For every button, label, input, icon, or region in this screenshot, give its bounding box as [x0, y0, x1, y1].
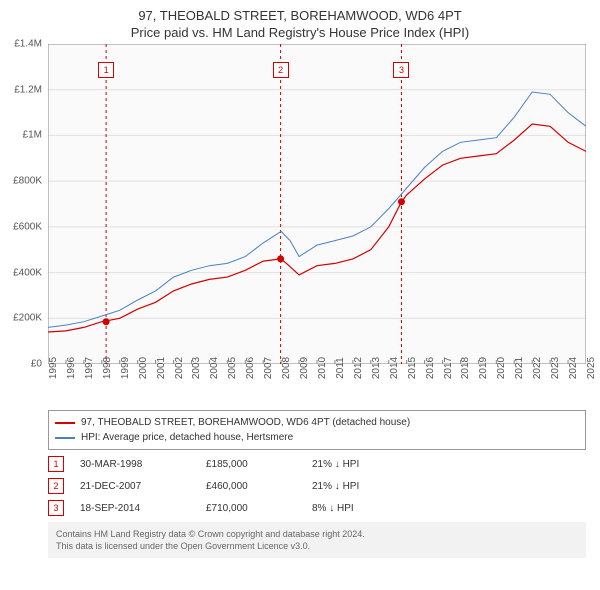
- event-price: £710,000: [206, 503, 296, 514]
- y-tick-label: £1.4M: [14, 39, 42, 50]
- x-tick-label: 2015: [407, 357, 418, 379]
- x-tick-label: 2018: [460, 357, 471, 379]
- x-tick-label: 2017: [443, 357, 454, 379]
- event-row: 3 18-SEP-2014 £710,000 8% ↓ HPI: [48, 500, 586, 516]
- attribution-line1: Contains HM Land Registry data © Crown c…: [56, 528, 578, 540]
- sale-marker-label: 1: [98, 62, 114, 78]
- title-sub: Price paid vs. HM Land Registry's House …: [0, 25, 600, 40]
- event-price: £185,000: [206, 459, 296, 470]
- x-tick-label: 1996: [66, 357, 77, 379]
- event-date: 18-SEP-2014: [80, 503, 190, 514]
- event-row: 1 30-MAR-1998 £185,000 21% ↓ HPI: [48, 456, 586, 472]
- x-tick-label: 2003: [191, 357, 202, 379]
- x-tick-label: 2023: [550, 357, 561, 379]
- event-price: £460,000: [206, 481, 296, 492]
- x-tick-label: 2010: [317, 357, 328, 379]
- y-tick-label: £800K: [13, 176, 42, 187]
- x-tick-label: 2013: [371, 357, 382, 379]
- x-tick-label: 2025: [586, 357, 597, 379]
- x-tick-label: 2011: [335, 357, 346, 379]
- chart-svg: [48, 44, 586, 364]
- x-tick-label: 1997: [84, 357, 95, 379]
- x-tick-label: 2021: [514, 357, 525, 379]
- x-tick-label: 2006: [245, 357, 256, 379]
- y-tick-label: £1.2M: [14, 84, 42, 95]
- attribution-line2: This data is licensed under the Open Gov…: [56, 540, 578, 552]
- x-tick-label: 2005: [227, 357, 238, 379]
- x-tick-label: 2008: [281, 357, 292, 379]
- attribution: Contains HM Land Registry data © Crown c…: [48, 522, 586, 558]
- event-number-box: 3: [48, 500, 64, 516]
- x-tick-label: 2002: [174, 357, 185, 379]
- legend-row: 97, THEOBALD STREET, BOREHAMWOOD, WD6 4P…: [55, 415, 579, 430]
- y-tick-label: £0: [31, 359, 42, 370]
- x-tick-label: 2019: [478, 357, 489, 379]
- event-diff: 8% ↓ HPI: [312, 503, 412, 514]
- chart-container: 97, THEOBALD STREET, BOREHAMWOOD, WD6 4P…: [0, 0, 600, 558]
- x-tick-label: 2024: [568, 357, 579, 379]
- event-number-box: 1: [48, 456, 64, 472]
- event-date: 21-DEC-2007: [80, 481, 190, 492]
- x-tick-label: 2007: [263, 357, 274, 379]
- legend-row: HPI: Average price, detached house, Hert…: [55, 430, 579, 445]
- x-tick-label: 2020: [496, 357, 507, 379]
- title-block: 97, THEOBALD STREET, BOREHAMWOOD, WD6 4P…: [0, 0, 600, 44]
- legend-swatch: [55, 437, 75, 439]
- legend: 97, THEOBALD STREET, BOREHAMWOOD, WD6 4P…: [48, 410, 586, 450]
- x-tick-label: 1998: [102, 357, 113, 379]
- y-tick-label: £200K: [13, 313, 42, 324]
- x-axis-labels: 1995199619971998199920002001200220032004…: [48, 364, 586, 404]
- legend-text: 97, THEOBALD STREET, BOREHAMWOOD, WD6 4P…: [81, 415, 410, 430]
- x-tick-label: 2012: [353, 357, 364, 379]
- y-tick-label: £1M: [23, 130, 42, 141]
- title-main: 97, THEOBALD STREET, BOREHAMWOOD, WD6 4P…: [0, 8, 600, 23]
- x-tick-label: 2014: [389, 357, 400, 379]
- plot-bg: [48, 44, 586, 364]
- x-tick-label: 1995: [48, 357, 59, 379]
- x-tick-label: 2001: [156, 357, 167, 379]
- event-number-box: 2: [48, 478, 64, 494]
- x-tick-label: 2000: [138, 357, 149, 379]
- chart-plot-area: 1 2 3: [48, 44, 586, 364]
- sale-marker-dot: [103, 318, 110, 325]
- sale-marker-label: 3: [393, 62, 409, 78]
- sale-marker-dot: [398, 198, 405, 205]
- x-tick-label: 2004: [209, 357, 220, 379]
- event-date: 30-MAR-1998: [80, 459, 190, 470]
- x-tick-label: 2009: [299, 357, 310, 379]
- event-row: 2 21-DEC-2007 £460,000 21% ↓ HPI: [48, 478, 586, 494]
- event-diff: 21% ↓ HPI: [312, 481, 412, 492]
- y-tick-label: £600K: [13, 221, 42, 232]
- x-tick-label: 2022: [532, 357, 543, 379]
- x-tick-label: 2016: [425, 357, 436, 379]
- event-diff: 21% ↓ HPI: [312, 459, 412, 470]
- sale-marker-dot: [277, 255, 284, 262]
- legend-text: HPI: Average price, detached house, Hert…: [81, 430, 293, 445]
- y-axis-labels: £0£200K£400K£600K£800K£1M£1.2M£1.4M: [0, 44, 46, 364]
- x-tick-label: 1999: [120, 357, 131, 379]
- legend-swatch: [55, 422, 75, 424]
- sale-marker-label: 2: [273, 62, 289, 78]
- sale-events: 1 30-MAR-1998 £185,000 21% ↓ HPI 2 21-DEC-200…: [48, 456, 586, 516]
- y-tick-label: £400K: [13, 267, 42, 278]
